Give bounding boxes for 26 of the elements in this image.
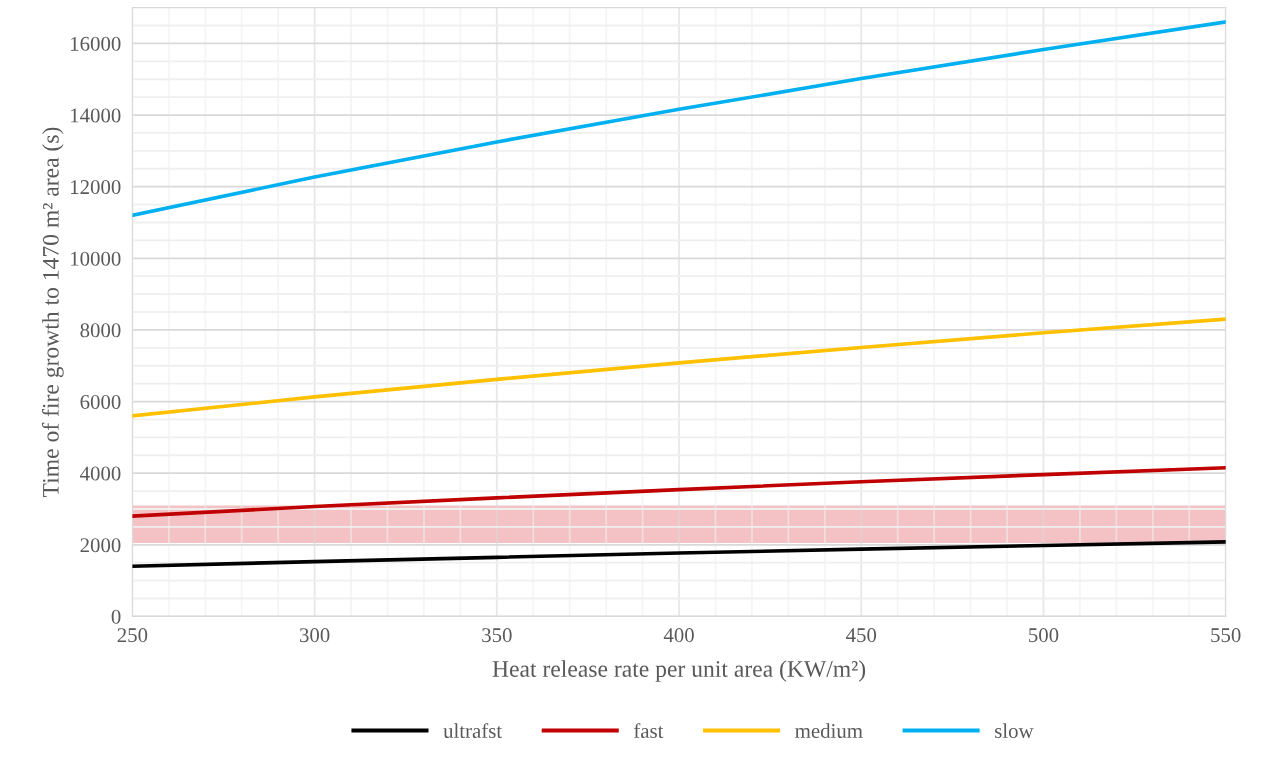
line-series bbox=[132, 465, 1226, 518]
y-tick-label: 2000 bbox=[80, 538, 121, 553]
legend-label: medium bbox=[795, 723, 863, 739]
line-series bbox=[132, 317, 1226, 418]
y-tick-label: 8000 bbox=[80, 323, 121, 338]
y-tick-label: 10000 bbox=[71, 251, 121, 266]
x-tick-label: 400 bbox=[663, 628, 694, 643]
x-tick-label: 300 bbox=[299, 628, 330, 643]
legend-label: fast bbox=[634, 723, 664, 739]
line-series bbox=[132, 20, 1226, 218]
y-tick-label: 12000 bbox=[71, 180, 121, 195]
legend-label: slow bbox=[995, 723, 1034, 739]
x-tick-label: 250 bbox=[117, 628, 148, 643]
x-tick-label: 550 bbox=[1211, 628, 1241, 643]
y-axis-title: Time of fire growth to 1470 m² area (s) bbox=[41, 127, 64, 497]
legend-label: ultrafst bbox=[443, 723, 502, 739]
y-tick-label: 0 bbox=[111, 609, 121, 624]
line-series bbox=[132, 540, 1226, 569]
x-tick-label: 350 bbox=[482, 628, 512, 643]
y-tick-label: 4000 bbox=[80, 466, 121, 481]
x-tick-label: 450 bbox=[846, 628, 877, 643]
y-tick-label: 6000 bbox=[80, 394, 121, 409]
y-tick-label: 14000 bbox=[71, 108, 121, 123]
y-tick-label: 16000 bbox=[71, 36, 121, 51]
x-axis-title: Heat release rate per unit area (KW/m²) bbox=[492, 660, 866, 682]
x-tick-label: 500 bbox=[1029, 628, 1059, 643]
